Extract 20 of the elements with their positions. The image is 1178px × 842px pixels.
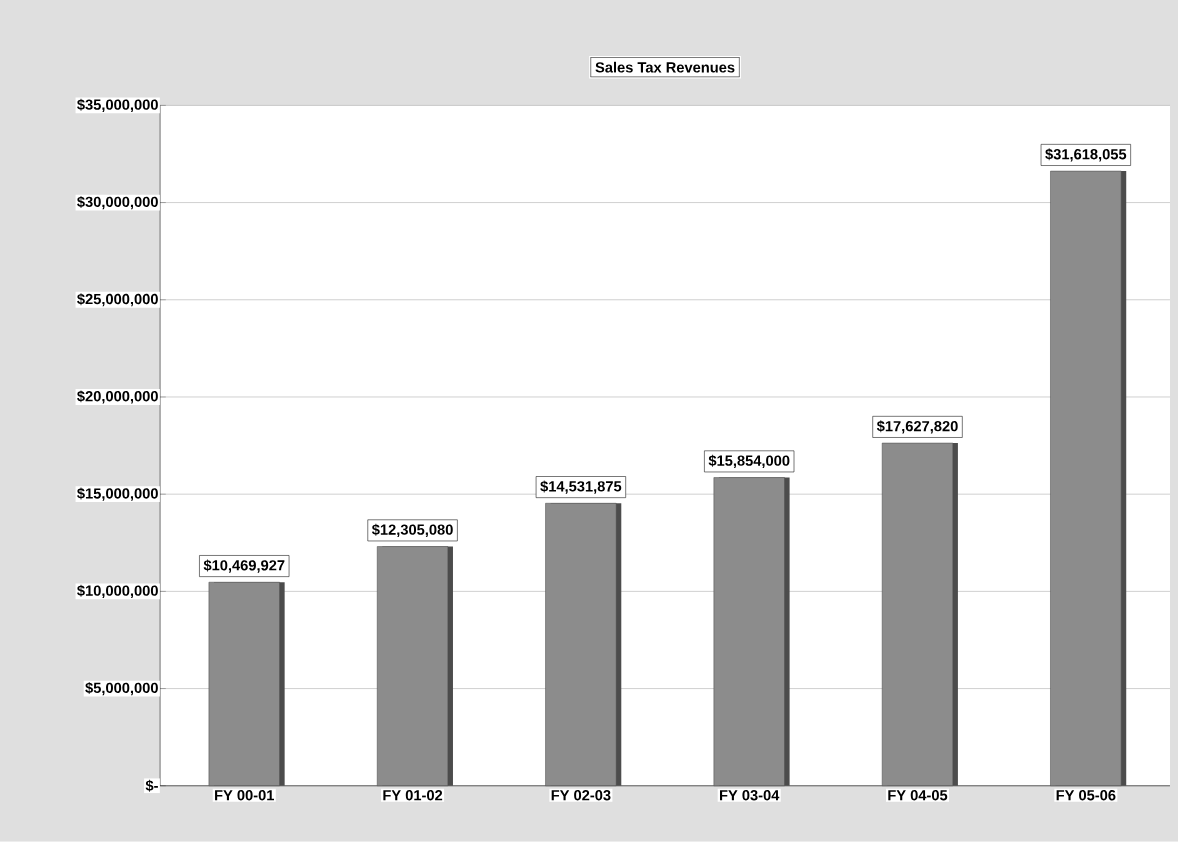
x-tick-label: FY 05-06 — [1056, 790, 1116, 801]
x-tick-label: FY 04-05 — [888, 790, 948, 801]
y-tick-label: $5,000,000 — [85, 682, 158, 696]
data-label: $14,531,875 — [540, 480, 622, 494]
data-label: $15,854,000 — [708, 454, 790, 469]
y-tick-label: $- — [145, 779, 158, 792]
data-label: $12,305,080 — [371, 523, 453, 538]
x-tick-label: FY 03-04 — [720, 790, 780, 801]
y-tick-label: $20,000,000 — [77, 390, 158, 404]
data-label: $31,618,055 — [1045, 148, 1127, 162]
y-tick-label: $35,000,000 — [77, 98, 158, 113]
y-tick-label: $30,000,000 — [77, 196, 158, 210]
x-tick-label: FY 01-02 — [383, 790, 443, 801]
y-tick-label: $25,000,000 — [77, 293, 158, 307]
x-tick-label: FY 02-03 — [551, 790, 611, 801]
data-label: $17,627,820 — [876, 420, 958, 434]
x-tick-label: FY 00-01 — [215, 790, 274, 801]
data-label: $10,469,927 — [203, 559, 285, 573]
y-tick-label: $15,000,000 — [77, 487, 158, 501]
y-tick-label: $10,000,000 — [77, 584, 158, 599]
